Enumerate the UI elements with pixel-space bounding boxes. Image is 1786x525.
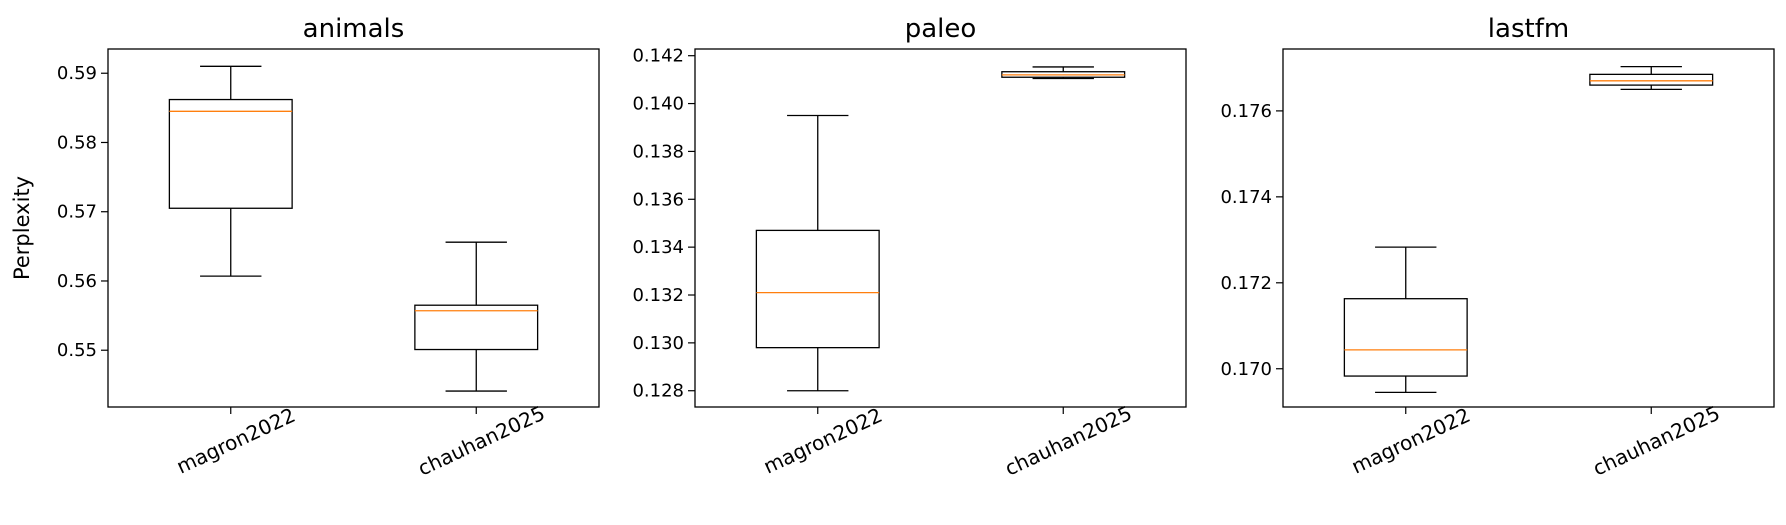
- box-chauhan2025: [1589, 65, 1714, 91]
- y-tick-label: 0.57: [57, 202, 97, 223]
- y-tick-label: 0.56: [57, 271, 97, 292]
- iqr-box: [414, 304, 539, 351]
- box-magron2022: [168, 65, 293, 277]
- axes-frame: [107, 48, 600, 408]
- y-tick-label: 0.136: [632, 189, 684, 210]
- box-magron2022: [755, 114, 880, 392]
- iqr-box: [1343, 298, 1468, 377]
- y-tick-label: 0.174: [1220, 187, 1272, 208]
- panel-paleo: paleo 0.128 0.130 0.132 0.134 0.136 0.138 0.140…: [632, 14, 1187, 481]
- x-tick-label: chauhan2025: [1001, 401, 1135, 481]
- iqr-box: [168, 98, 293, 209]
- y-tick-label: 0.130: [632, 333, 684, 354]
- iqr-box: [755, 229, 880, 349]
- y-tick-label: 0.170: [1220, 359, 1272, 380]
- y-tick-label: 0.140: [632, 94, 684, 115]
- box-chauhan2025: [1001, 66, 1126, 80]
- x-tick-label: magron2022: [1348, 403, 1474, 479]
- panel-title: animals: [303, 14, 405, 44]
- x-tick-label: chauhan2025: [414, 401, 548, 481]
- y-tick-label: 0.172: [1220, 273, 1272, 294]
- y-axis-label: Perplexity: [10, 176, 34, 280]
- y-tick-label: 0.176: [1220, 101, 1272, 122]
- panel-lastfm: lastfm 0.170 0.172 0.174 0.176 magron2022 chau…: [1220, 14, 1775, 481]
- axes-frame: [694, 48, 1187, 408]
- y-tick-label: 0.128: [632, 381, 684, 402]
- y-tick-label: 0.59: [57, 63, 97, 84]
- panel-title: lastfm: [1488, 14, 1569, 44]
- x-tick-label: chauhan2025: [1589, 401, 1723, 481]
- x-tick-label: magron2022: [173, 403, 299, 479]
- x-tick-label: magron2022: [760, 403, 886, 479]
- y-tick-label: 0.55: [57, 340, 97, 361]
- y-tick-label: 0.58: [57, 132, 97, 153]
- y-tick-label: 0.134: [632, 237, 684, 258]
- panel-animals: animals 0.55 0.56 0.57 0.58 0.59 Perplexity mag…: [10, 14, 600, 481]
- box-magron2022: [1343, 246, 1468, 394]
- box-chauhan2025: [414, 241, 539, 392]
- y-tick-label: 0.138: [632, 141, 684, 162]
- axes-frame: [1282, 48, 1775, 408]
- y-tick-label: 0.132: [632, 285, 684, 306]
- panel-title: paleo: [905, 14, 977, 44]
- iqr-box: [1589, 73, 1714, 86]
- y-tick-label: 0.142: [632, 46, 684, 67]
